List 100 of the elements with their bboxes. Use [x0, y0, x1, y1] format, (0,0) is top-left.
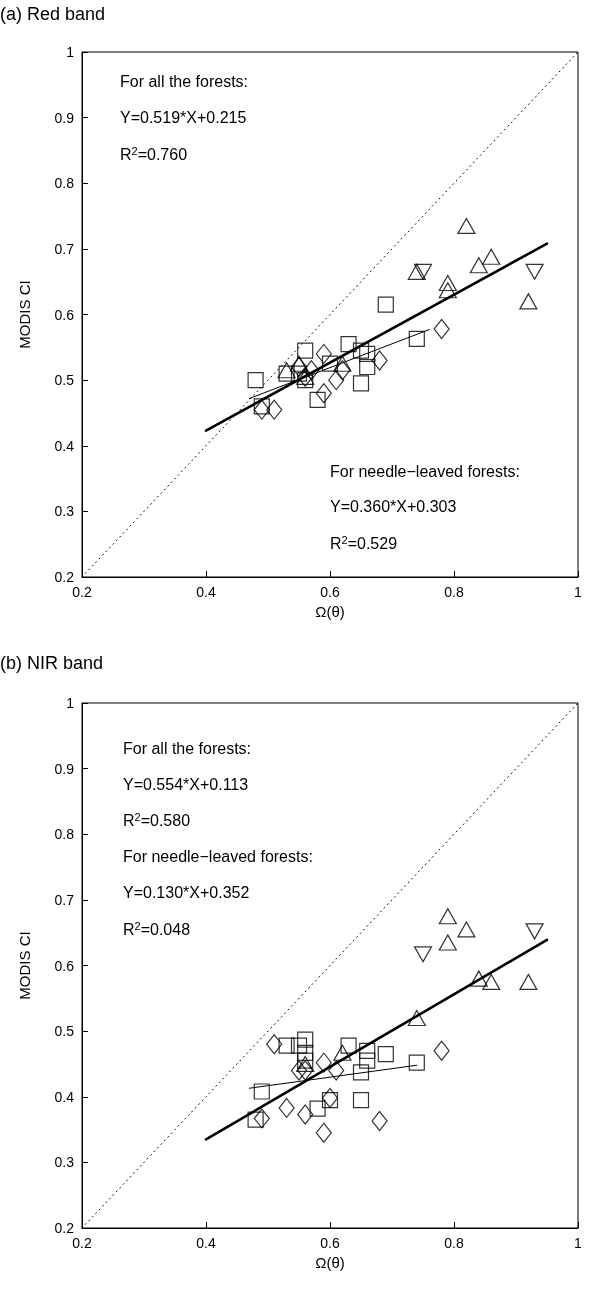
- x-tick-label: 0.6: [320, 584, 340, 600]
- y-tick-label: 0.5: [54, 1023, 75, 1040]
- x-tick-label: 0.6: [320, 1235, 340, 1251]
- point: [296, 1055, 315, 1073]
- point: [290, 365, 308, 382]
- point: [290, 356, 308, 378]
- annotation: For all the forests:: [123, 739, 252, 757]
- point: [438, 908, 457, 925]
- point: [321, 1091, 339, 1109]
- point: [303, 360, 320, 381]
- x-tick-label: 0.4: [196, 1235, 216, 1251]
- point: [438, 934, 457, 951]
- annotation: For needle−leaved forests:: [330, 462, 520, 480]
- y-tick-label: 0.4: [54, 1088, 75, 1105]
- point: [469, 257, 488, 274]
- point: [297, 342, 314, 359]
- point: [340, 335, 357, 353]
- y-tick-label: 0.9: [54, 760, 75, 777]
- point: [519, 973, 538, 991]
- point: [289, 355, 309, 372]
- point: [407, 263, 426, 280]
- point: [525, 923, 544, 940]
- y-tick-label: 1: [66, 695, 75, 711]
- point: [253, 398, 270, 415]
- point: [352, 1064, 370, 1081]
- point: [315, 1122, 332, 1143]
- point: [253, 1083, 270, 1100]
- annotation: Y=0.130*X+0.352: [123, 883, 250, 901]
- point: [359, 1042, 376, 1059]
- point: [525, 263, 544, 280]
- point: [266, 399, 283, 420]
- point: [469, 970, 488, 987]
- x-tick-label: 1: [574, 1235, 583, 1251]
- point: [352, 1091, 370, 1109]
- point: [377, 1045, 394, 1063]
- point: [278, 1037, 295, 1054]
- chart-title: (a) Red band: [0, 4, 106, 24]
- y-tick-label: 0.7: [54, 891, 75, 908]
- point: [297, 1031, 314, 1048]
- point: [371, 1110, 388, 1132]
- point: [247, 372, 264, 389]
- point: [266, 1034, 283, 1055]
- point: [438, 274, 457, 292]
- annotation: For needle−leaved forests:: [123, 847, 313, 865]
- point: [359, 345, 376, 362]
- point: [408, 330, 425, 347]
- point: [309, 1100, 326, 1117]
- x-tick-label: 0.8: [444, 1235, 464, 1251]
- point: [359, 358, 376, 376]
- y-tick-label: 0.3: [54, 503, 75, 520]
- y-tick-label: 0.6: [54, 957, 75, 974]
- point: [315, 1052, 332, 1073]
- y-axis-title: MODIS CI: [16, 931, 33, 1000]
- point: [457, 217, 476, 235]
- annotation: Y=0.519*X+0.215: [120, 108, 247, 126]
- y-tick-label: 0.8: [54, 175, 75, 192]
- point: [315, 383, 332, 404]
- point: [253, 399, 270, 420]
- point: [247, 1111, 264, 1128]
- y-tick-label: 0.7: [54, 240, 75, 257]
- point: [315, 343, 332, 364]
- point: [408, 1054, 425, 1071]
- point: [333, 355, 352, 372]
- annotation: Y=0.360*X+0.303: [330, 497, 457, 515]
- x-tick-label: 1: [574, 584, 583, 600]
- point: [433, 318, 450, 340]
- x-axis-title: Ω(θ): [315, 1253, 345, 1271]
- x-tick-label: 0.8: [444, 584, 464, 600]
- y-tick-label: 0.2: [54, 1220, 75, 1236]
- point: [352, 342, 370, 359]
- point: [377, 296, 394, 313]
- annotation: For all the forests:: [120, 72, 249, 90]
- point: [519, 293, 538, 310]
- point: [333, 1044, 352, 1061]
- y-tick-label: 0.6: [54, 306, 75, 323]
- y-tick-label: 0.5: [54, 372, 75, 389]
- point: [278, 1097, 295, 1119]
- point: [482, 248, 501, 265]
- point: [321, 1087, 339, 1109]
- point: [433, 1040, 450, 1061]
- point: [290, 1037, 308, 1054]
- point: [407, 1009, 426, 1027]
- chart-title: (b) NIR band: [0, 653, 104, 673]
- y-tick-label: 0.4: [54, 437, 75, 454]
- y-tick-label: 0.2: [54, 569, 75, 585]
- x-axis-title: Ω(θ): [315, 602, 345, 620]
- point: [297, 1044, 314, 1061]
- point: [321, 355, 339, 372]
- point: [438, 282, 457, 299]
- y-tick-label: 1: [66, 44, 75, 60]
- point: [297, 1104, 314, 1125]
- point: [253, 1108, 270, 1129]
- y-axis-title: MODIS CI: [16, 280, 33, 349]
- point: [328, 1060, 345, 1081]
- y-tick-label: 0.3: [54, 1154, 75, 1171]
- y-tick-label: 0.8: [54, 826, 75, 843]
- point: [328, 370, 345, 391]
- point: [371, 350, 388, 371]
- point: [297, 1052, 314, 1069]
- point: [290, 1060, 308, 1081]
